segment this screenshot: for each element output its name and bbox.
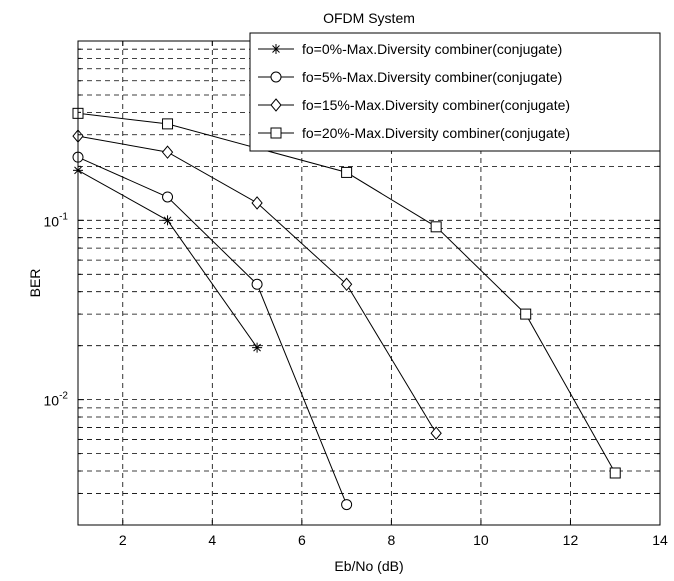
legend-entry-label: fo=20%-Max.Diversity combiner(conjugate) bbox=[302, 125, 570, 141]
data-point bbox=[270, 127, 282, 139]
data-point bbox=[520, 308, 532, 320]
y-axis-label: BER bbox=[27, 269, 43, 298]
data-point bbox=[271, 44, 281, 54]
series-line-1 bbox=[77, 156, 348, 505]
data-point bbox=[161, 145, 174, 159]
legend-entry-label: fo=0%-Max.Diversity combiner(conjugate) bbox=[302, 41, 562, 57]
data-point bbox=[270, 71, 282, 83]
data-point bbox=[609, 467, 621, 479]
data-point bbox=[270, 98, 282, 112]
data-point bbox=[252, 342, 263, 353]
data-point bbox=[341, 499, 353, 511]
x-tick-label: 14 bbox=[652, 532, 668, 548]
data-point bbox=[430, 426, 442, 440]
x-tick-label: 6 bbox=[298, 532, 306, 548]
data-point bbox=[340, 277, 353, 292]
data-point bbox=[162, 118, 174, 130]
series-markers bbox=[72, 107, 621, 511]
data-point bbox=[430, 221, 442, 233]
y-tick-label: 10-2 bbox=[44, 391, 69, 409]
chart-title: OFDM System bbox=[323, 10, 415, 26]
x-tick-label: 12 bbox=[563, 532, 579, 548]
data-point bbox=[162, 215, 173, 226]
data-point bbox=[251, 278, 263, 290]
x-tick-label: 4 bbox=[208, 532, 216, 548]
legend-entry-label: fo=5%-Max.Diversity combiner(conjugate) bbox=[302, 69, 562, 85]
series-line-3 bbox=[77, 112, 616, 474]
legend: fo=0%-Max.Diversity combiner(conjugate) f… bbox=[249, 32, 661, 152]
x-axis-label: Eb/No (dB) bbox=[334, 558, 403, 574]
x-tick-label: 10 bbox=[473, 532, 489, 548]
data-point bbox=[341, 166, 353, 178]
x-tick-label: 8 bbox=[387, 532, 395, 548]
data-point bbox=[162, 191, 174, 203]
x-tick-label: 2 bbox=[119, 532, 127, 548]
y-tick-label: 10-1 bbox=[44, 211, 69, 229]
legend-box bbox=[249, 32, 661, 152]
data-point bbox=[251, 196, 263, 210]
legend-entry-label: fo=15%-Max.Diversity combiner(conjugate) bbox=[302, 97, 570, 113]
